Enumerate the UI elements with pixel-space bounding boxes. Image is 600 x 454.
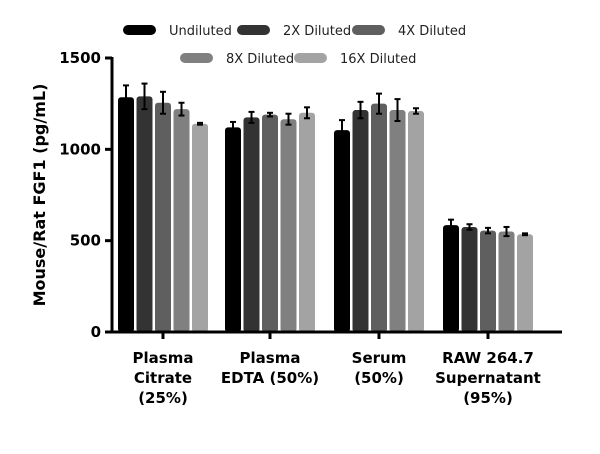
bar <box>443 225 459 332</box>
legend-swatch <box>237 25 270 35</box>
bar <box>517 234 533 332</box>
legend-label: 2X Diluted <box>283 24 351 39</box>
legend-label: 16X Diluted <box>340 52 416 67</box>
y-axis: 0 500 1000 1500 <box>59 49 114 341</box>
bar <box>262 114 278 332</box>
x-tick-label: Plasma <box>133 349 194 367</box>
bar <box>155 102 171 333</box>
x-tick-label: Supernatant <box>435 369 541 387</box>
bar <box>389 110 406 332</box>
y-tick-label: 500 <box>70 232 101 250</box>
bar <box>192 123 208 332</box>
legend-label: 8X Diluted <box>226 52 294 67</box>
legend-swatch <box>123 25 156 35</box>
x-tick-label: Plasma <box>240 349 301 367</box>
bar <box>461 226 478 332</box>
bar <box>498 231 515 332</box>
bar <box>280 119 297 333</box>
x-tick-label: Citrate <box>134 369 192 387</box>
y-axis-label: Mouse/Rat FGF1 (pg/mL) <box>30 84 49 307</box>
bar <box>480 230 496 332</box>
legend-label: 4X Diluted <box>398 24 466 39</box>
y-tick-label: 1000 <box>59 140 101 158</box>
bar <box>352 110 369 332</box>
x-tick-label: Serum <box>352 349 407 367</box>
y-tick-label: 0 <box>91 323 101 341</box>
bar <box>334 130 350 332</box>
y-tick-label: 1500 <box>59 49 101 67</box>
x-axis: Plasma Citrate (25%) Plasma EDTA (50%) Serum (… <box>111 330 562 407</box>
legend-label: Undiluted <box>169 24 232 39</box>
bar <box>136 96 153 332</box>
bar <box>299 112 315 332</box>
bar <box>225 127 241 332</box>
x-tick-label: (25%) <box>138 389 188 407</box>
bar <box>173 109 190 332</box>
legend-swatch <box>294 53 327 63</box>
bars <box>118 82 533 333</box>
legend-swatch <box>180 53 213 63</box>
bar <box>118 97 134 332</box>
bar <box>408 110 424 333</box>
bar <box>371 103 387 333</box>
legend: Undiluted 2X Diluted 4X Diluted 8X Diluted 1… <box>123 24 466 67</box>
x-tick-label: (95%) <box>463 389 513 407</box>
x-tick-label: EDTA (50%) <box>221 369 319 387</box>
bar <box>243 117 260 332</box>
legend-swatch <box>352 25 385 35</box>
x-tick-label: RAW 264.7 <box>442 349 534 367</box>
x-tick-label: (50%) <box>354 369 404 387</box>
